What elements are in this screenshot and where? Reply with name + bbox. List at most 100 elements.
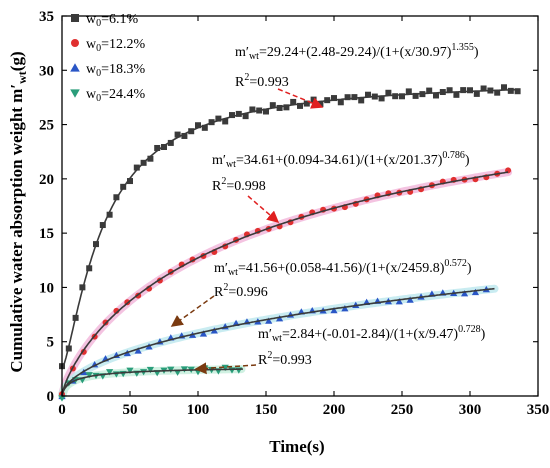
data-point-s1-34 <box>290 98 297 105</box>
data-point-s3-25 <box>330 307 338 314</box>
x-tick-label-3: 150 <box>255 402 278 418</box>
data-point-s4-0 <box>58 395 66 402</box>
data-point-s1-13 <box>147 155 154 162</box>
data-point-s1-11 <box>133 164 140 171</box>
data-point-s3-7 <box>134 347 142 354</box>
data-point-s1-24 <box>222 118 229 125</box>
legend-item-3: w0=18.3% <box>70 62 146 79</box>
data-point-s1-47 <box>378 95 385 102</box>
data-point-s1-50 <box>399 93 405 100</box>
data-point-s1-57 <box>446 87 453 94</box>
data-point-s1-55 <box>433 92 439 99</box>
plot-frame <box>61 15 539 397</box>
data-point-s1-44 <box>358 97 365 104</box>
data-point-s4-4 <box>85 372 93 379</box>
data-point-s1-23 <box>215 115 222 122</box>
data-point-s1-14 <box>154 144 161 151</box>
data-point-s1-26 <box>235 110 242 117</box>
data-point-s1-27 <box>242 113 249 120</box>
legend-marker-3 <box>70 63 80 72</box>
data-point-s4-10 <box>126 367 134 374</box>
axes <box>61 15 539 397</box>
annotation-arrow-4 <box>194 362 257 375</box>
legend-marker-1 <box>71 14 79 22</box>
r-squared-4: R2=0.993 <box>258 350 312 368</box>
fit-curve-1 <box>61 88 518 370</box>
y-tick-label-5: 25 <box>39 118 54 134</box>
data-point-s1-65 <box>501 84 507 91</box>
y-axis-title-prime: ′ <box>7 84 26 89</box>
data-point-s3-13 <box>199 330 208 337</box>
data-point-s1-28 <box>249 106 256 113</box>
legend-label-3: w0=18.3% <box>86 62 146 79</box>
legend-marker-2 <box>71 39 79 47</box>
legend-label-1: w0=6.1% <box>86 12 139 29</box>
data-point-s4-24 <box>221 364 229 372</box>
legend-symbol-1 <box>71 14 79 22</box>
data-point-s1-42 <box>344 94 351 101</box>
data-point-s4-17 <box>174 369 182 376</box>
data-point-s1-32 <box>276 104 283 111</box>
data-point-s1-25 <box>229 112 235 119</box>
data-point-s1-52 <box>412 92 419 99</box>
data-point-s1-48 <box>385 89 392 96</box>
data-point-s3-19 <box>265 317 273 324</box>
data-point-s3-32 <box>406 296 414 303</box>
data-point-s1-66 <box>507 87 514 94</box>
data-point-s1-10 <box>127 178 133 185</box>
data-point-s4-7 <box>106 369 114 376</box>
legend-item-4: w0=24.4% <box>70 87 146 104</box>
data-point-s1-51 <box>405 88 412 95</box>
x-tick-label-0: 0 <box>58 402 66 418</box>
annotation-series-2: m′wt=34.61+(0.094-34.61)/(1+(x/201.37)0.… <box>212 150 470 194</box>
legend-symbol-4 <box>70 89 80 98</box>
data-point-s1-60 <box>467 87 473 94</box>
data-point-s1-45 <box>365 91 371 98</box>
data-point-s3-31 <box>395 298 403 305</box>
data-point-s1-31 <box>269 102 276 109</box>
y-tick-label-0: 0 <box>47 389 55 405</box>
annotation-series-1: m′wt=29.24+(2.48-29.24)/(1+(x/30.97)1.35… <box>235 42 479 90</box>
legend: w0=6.1% w0=12.2% w0=18.3% w0=24.4% <box>70 12 146 104</box>
data-point-s3-38 <box>471 288 480 296</box>
x-tick-label-1: 50 <box>123 402 138 418</box>
fit-curve-4 <box>61 368 243 397</box>
x-tick-label-2: 100 <box>187 402 210 418</box>
data-point-s1-40 <box>331 95 337 102</box>
legend-label-4: w0=24.4% <box>86 87 146 104</box>
x-tick-label-6: 300 <box>459 402 482 418</box>
y-tick-label-7: 35 <box>39 9 54 25</box>
data-point-s1-61 <box>473 90 480 97</box>
annotation-arrow-2 <box>247 195 280 223</box>
data-point-s1-58 <box>453 91 460 98</box>
data-point-s1-35 <box>297 102 303 109</box>
legend-item-1: w0=6.1% <box>71 12 139 29</box>
data-point-s1-49 <box>392 93 399 100</box>
data-point-s1-59 <box>460 87 467 94</box>
y-axis-title-unit: (g) <box>7 51 26 71</box>
r-squared-2: R2=0.998 <box>212 176 266 194</box>
y-tick-label-1: 5 <box>47 335 55 351</box>
equation-1: m′wt=29.24+(2.48-29.24)/(1+(x/30.97)1.35… <box>235 42 479 62</box>
data-point-s1-54 <box>426 87 433 94</box>
data-point-s1-33 <box>283 104 290 111</box>
fit-curve-2 <box>61 171 509 396</box>
legend-symbol-2 <box>71 39 79 47</box>
data-point-s1-15 <box>161 143 167 150</box>
data-point-s1-16 <box>167 139 174 146</box>
data-point-s1-41 <box>337 99 344 106</box>
data-point-s1-62 <box>480 85 487 92</box>
legend-marker-4 <box>70 89 80 98</box>
annotation-series-4: m′wt=2.84+(-0.01-2.84)/(1+(x/9.47)0.728)… <box>258 324 486 368</box>
y-tick-label-4: 20 <box>39 172 54 188</box>
data-point-s1-20 <box>195 122 201 129</box>
r-squared-3: R2=0.996 <box>214 282 268 300</box>
ticks: 0 50 100 150 200 250 300 350 0 5 10 15 20 25 30 35 <box>39 9 549 418</box>
data-point-s4-13 <box>146 366 154 374</box>
data-point-s1-18 <box>181 132 188 139</box>
data-point-s3-20 <box>276 315 284 322</box>
equation-3: m′wt=41.56+(0.058-41.56)/(1+(x/2459.8)0.… <box>214 258 472 278</box>
data-point-s1-21 <box>201 124 208 131</box>
